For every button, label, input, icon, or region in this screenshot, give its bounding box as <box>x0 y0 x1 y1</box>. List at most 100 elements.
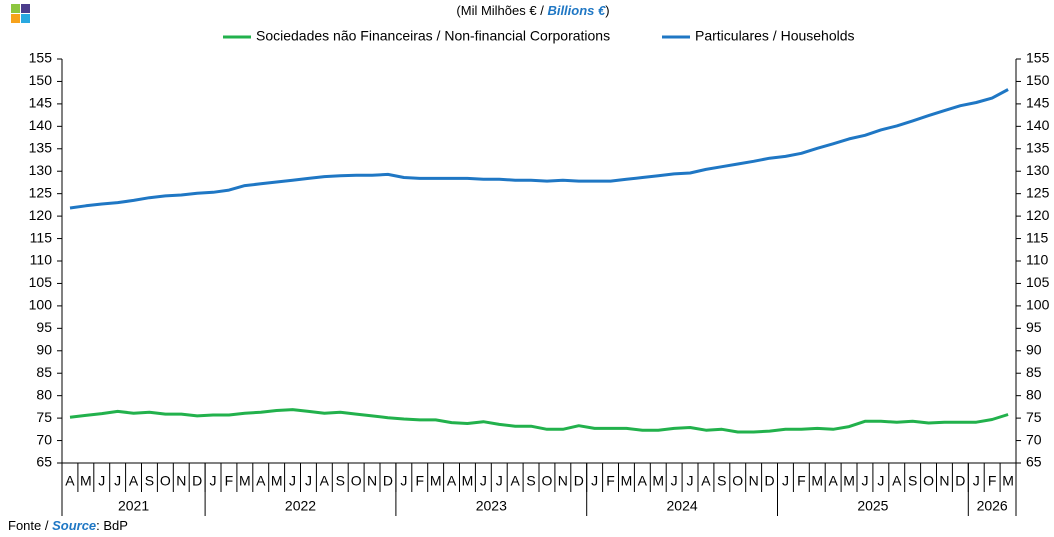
y-tick-label: 80 <box>36 386 52 402</box>
x-tick-label: M <box>80 473 92 489</box>
y-tick-label: 85 <box>36 364 52 380</box>
x-tick-label: A <box>510 473 520 489</box>
x-tick-label: J <box>496 473 503 489</box>
x-tick-label: J <box>210 473 217 489</box>
series-line <box>69 408 1009 434</box>
x-tick-label: F <box>797 473 806 489</box>
x-tick-label: A <box>65 473 75 489</box>
x-tick-label: S <box>526 473 535 489</box>
year-label: 2022 <box>285 498 316 514</box>
source-rest: : BdP <box>96 518 128 533</box>
y2-tick-label: 110 <box>1026 252 1049 268</box>
y2-tick-label: 105 <box>1026 274 1050 290</box>
y-tick-label: 100 <box>29 297 53 313</box>
x-tick-label: S <box>717 473 726 489</box>
y-tick-label: 135 <box>29 139 53 155</box>
y2-tick-label: 120 <box>1026 207 1050 223</box>
x-tick-label: S <box>336 473 345 489</box>
x-tick-label: M <box>430 473 442 489</box>
x-tick-label: N <box>367 473 377 489</box>
source: Fonte / Source: BdP <box>8 518 128 533</box>
y2-tick-label: 155 <box>1026 50 1050 66</box>
y2-tick-label: 70 <box>1026 431 1042 447</box>
unit-en: Billions € <box>547 3 606 18</box>
y2-tick-label: 90 <box>1026 341 1042 357</box>
x-tick-label: M <box>652 473 664 489</box>
y-tick-label: 155 <box>29 50 53 66</box>
x-tick-label: J <box>114 473 121 489</box>
source-en: Source <box>52 518 96 533</box>
y2-tick-label: 80 <box>1026 386 1042 402</box>
x-tick-label: O <box>732 473 743 489</box>
source-pt: Fonte / <box>8 518 52 533</box>
subtitle: (Mil Milhões € / Billions €) <box>456 3 609 18</box>
x-tick-label: A <box>828 473 838 489</box>
x-tick-label: S <box>908 473 917 489</box>
y2-tick-label: 115 <box>1026 229 1049 245</box>
x-tick-label: N <box>176 473 186 489</box>
y-tick-label: 115 <box>30 229 53 245</box>
year-label: 2024 <box>667 498 698 514</box>
y2-tick-label: 135 <box>1026 139 1050 155</box>
y-tick-label: 65 <box>36 454 52 470</box>
x-tick-label: J <box>305 473 312 489</box>
x-tick-label: J <box>671 473 678 489</box>
x-tick-label: O <box>160 473 171 489</box>
y2-tick-label: 140 <box>1026 117 1050 133</box>
x-tick-label: A <box>447 473 457 489</box>
x-tick-label: A <box>701 473 711 489</box>
y-tick-label: 90 <box>36 341 52 357</box>
x-tick-label: M <box>811 473 823 489</box>
x-tick-label: O <box>542 473 553 489</box>
y2-tick-label: 125 <box>1026 184 1050 200</box>
x-tick-label: D <box>764 473 774 489</box>
x-tick-label: A <box>320 473 330 489</box>
y-tick-label: 140 <box>29 117 53 133</box>
x-tick-label: M <box>239 473 251 489</box>
series-line <box>69 88 1009 210</box>
y2-tick-label: 75 <box>1026 409 1042 425</box>
x-tick-label: A <box>892 473 902 489</box>
x-tick-label: F <box>225 473 234 489</box>
x-tick-label: O <box>923 473 934 489</box>
x-tick-label: J <box>973 473 980 489</box>
x-tick-label: D <box>574 473 584 489</box>
x-tick-label: J <box>98 473 105 489</box>
y2-tick-label: 65 <box>1026 454 1042 470</box>
x-tick-label: J <box>591 473 598 489</box>
x-tick-label: J <box>400 473 407 489</box>
x-tick-label: J <box>782 473 789 489</box>
y2-tick-label: 130 <box>1026 162 1050 178</box>
y-tick-label: 150 <box>29 72 53 88</box>
x-tick-label: S <box>145 473 154 489</box>
y-tick-label: 95 <box>36 319 52 335</box>
x-tick-label: J <box>289 473 296 489</box>
legend-label: Sociedades não Financeiras / Non-financi… <box>256 28 610 44</box>
x-tick-label: M <box>621 473 633 489</box>
y-tick-label: 145 <box>29 95 53 111</box>
y-tick-label: 70 <box>36 431 52 447</box>
y-tick-label: 110 <box>30 252 53 268</box>
x-tick-label: M <box>271 473 283 489</box>
x-tick-label: N <box>558 473 568 489</box>
unit-close: ) <box>605 3 609 18</box>
legend-label: Particulares / Households <box>695 28 855 44</box>
x-tick-label: M <box>843 473 855 489</box>
x-tick-label: F <box>606 473 615 489</box>
x-tick-label: J <box>861 473 868 489</box>
x-tick-label: N <box>939 473 949 489</box>
y-tick-label: 105 <box>29 274 53 290</box>
x-tick-label: J <box>687 473 694 489</box>
x-tick-label: D <box>383 473 393 489</box>
year-label: 2025 <box>857 498 888 514</box>
x-tick-label: O <box>351 473 362 489</box>
unit-pt: (Mil Milhões € / <box>456 3 547 18</box>
x-tick-label: A <box>256 473 266 489</box>
y-tick-label: 125 <box>29 184 53 200</box>
x-tick-label: A <box>638 473 648 489</box>
x-tick-label: A <box>129 473 139 489</box>
year-label: 2023 <box>476 498 507 514</box>
x-tick-label: J <box>877 473 884 489</box>
x-tick-label: M <box>1002 473 1014 489</box>
